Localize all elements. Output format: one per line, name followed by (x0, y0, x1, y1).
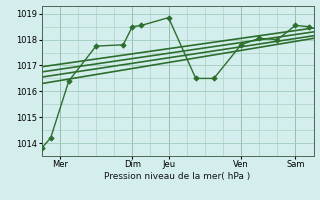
X-axis label: Pression niveau de la mer( hPa ): Pression niveau de la mer( hPa ) (104, 172, 251, 181)
